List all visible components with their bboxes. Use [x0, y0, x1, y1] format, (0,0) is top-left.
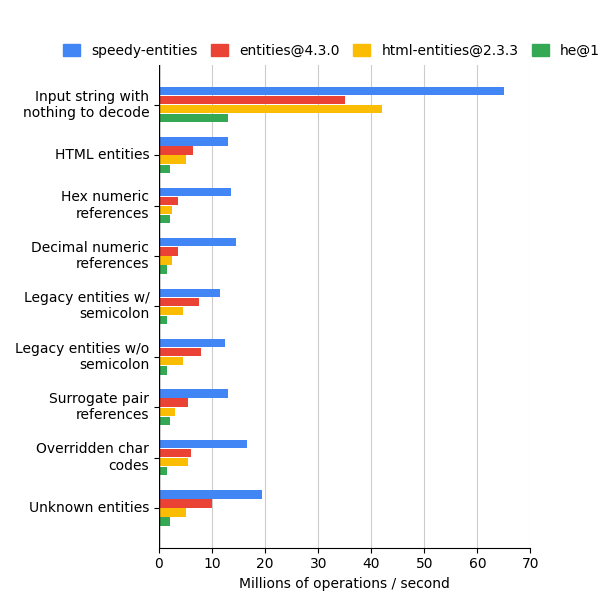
Bar	[159, 499, 212, 508]
Bar	[159, 197, 178, 205]
Bar	[159, 147, 193, 155]
Bar	[159, 490, 262, 499]
Bar	[159, 366, 167, 375]
Bar	[159, 215, 170, 223]
Legend: speedy-entities, entities@4.3.0, html-entities@2.3.3, he@1.2.0: speedy-entities, entities@4.3.0, html-en…	[58, 38, 600, 63]
Bar	[159, 87, 504, 95]
Bar	[159, 165, 170, 173]
Bar	[159, 508, 185, 517]
Bar	[159, 188, 230, 196]
Bar	[159, 449, 191, 457]
Bar	[159, 156, 185, 164]
Bar	[159, 265, 167, 274]
Bar	[159, 339, 226, 347]
Bar	[159, 390, 228, 398]
Bar	[159, 138, 228, 145]
X-axis label: Millions of operations / second: Millions of operations / second	[239, 577, 450, 591]
Bar	[159, 96, 345, 104]
Bar	[159, 247, 178, 256]
Bar	[159, 105, 382, 113]
Bar	[159, 307, 183, 315]
Bar	[159, 114, 228, 122]
Bar	[159, 416, 170, 425]
Bar	[159, 399, 188, 407]
Bar	[159, 238, 236, 247]
Bar	[159, 440, 247, 448]
Bar	[159, 348, 202, 356]
Bar	[159, 458, 188, 466]
Bar	[159, 206, 172, 215]
Bar	[159, 518, 170, 526]
Bar	[159, 256, 172, 265]
Bar	[159, 407, 175, 416]
Bar	[159, 357, 183, 365]
Bar	[159, 298, 199, 306]
Bar	[159, 316, 167, 324]
Bar	[159, 288, 220, 297]
Bar	[159, 467, 167, 475]
